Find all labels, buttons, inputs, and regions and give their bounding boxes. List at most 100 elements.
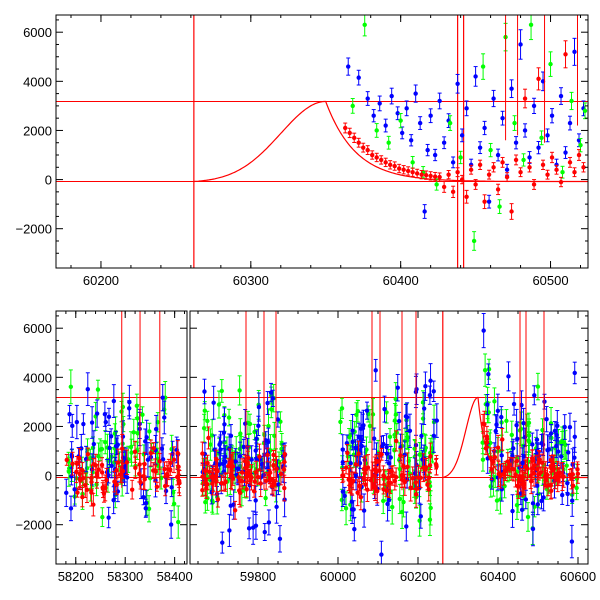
data-point [562,424,567,430]
data-point [473,182,478,187]
series-2-point [74,404,80,440]
series-3-point [374,454,379,470]
series-1-point [428,108,433,124]
series-2-point [562,414,567,440]
series-3-point [423,170,429,180]
series-1-point [146,495,152,523]
data-point [414,171,420,176]
data-point [80,468,85,473]
series-2-point [373,358,378,382]
data-point [520,460,525,466]
series-1-point [339,397,345,419]
series-3-point [432,171,438,182]
data-point [455,81,460,86]
series-2-point [488,142,493,158]
data-point [162,466,167,472]
data-point [282,459,287,465]
data-point [566,450,571,455]
series-1-point [527,151,532,164]
data-point [142,477,147,482]
data-point [75,490,80,495]
data-point [521,482,527,487]
series-2-point [431,418,437,453]
series-3-point [236,471,241,483]
x-tick-label: 60400 [383,273,419,288]
data-point [489,467,494,472]
data-point [567,425,573,430]
data-point [548,431,554,436]
data-point [500,437,505,442]
data-point [387,434,393,440]
data-point [148,450,154,456]
y-tick-label: 0 [45,173,52,188]
series-1-point [100,507,105,528]
series-2-point [350,98,355,114]
data-point [539,441,544,446]
series-2-point [532,385,537,406]
series-1-point [338,409,343,435]
data-point [513,157,519,163]
data-point [518,42,523,47]
series-1-point [545,128,550,143]
data-point [272,482,277,487]
data-point [128,444,134,450]
data-point [418,514,423,519]
data-point [446,172,451,177]
data-point [492,448,497,454]
series-3-point [394,430,399,452]
series-3-point [85,447,91,461]
data-point [386,461,392,466]
data-point [351,507,356,512]
data-point [422,209,427,214]
series-1-point [201,413,207,443]
data-point [362,22,367,28]
data-point [536,76,541,82]
data-point [555,449,561,454]
data-point [216,402,222,407]
data-point [131,430,136,435]
series-2-point [250,510,256,545]
data-point [77,456,82,461]
data-point [114,482,119,487]
series-3-point [437,172,442,182]
series-2-point [162,400,167,435]
data-point [384,410,389,415]
series-2-point [559,444,564,469]
data-point [477,162,483,168]
series-1-point [176,505,181,539]
data-point [395,385,400,390]
data-point [176,478,182,484]
data-point [506,374,511,379]
data-point [94,471,100,476]
series-3-point [459,174,465,185]
data-point [146,506,152,511]
data-point [455,170,460,175]
series-3-point [162,475,168,497]
data-point [432,152,438,158]
series-3-point [205,477,210,491]
data-point [374,155,379,160]
data-point [539,498,544,504]
series-2-point [113,430,119,462]
data-point [200,451,205,456]
data-point [413,492,419,497]
series-2-point [560,165,565,179]
data-point [473,74,478,79]
data-point [361,508,367,513]
data-point [410,160,415,165]
series-3-point [346,473,352,486]
data-point [530,442,535,447]
data-point [572,49,577,55]
series-2-point [565,481,570,506]
series-3-point [509,203,514,220]
series-3-point [75,487,80,498]
data-point [153,426,159,432]
series-3-point [257,443,262,470]
data-point [565,491,570,497]
data-point [513,140,519,145]
data-point [526,433,532,438]
data-point [390,504,395,510]
data-point [414,387,419,392]
data-point [549,155,555,160]
